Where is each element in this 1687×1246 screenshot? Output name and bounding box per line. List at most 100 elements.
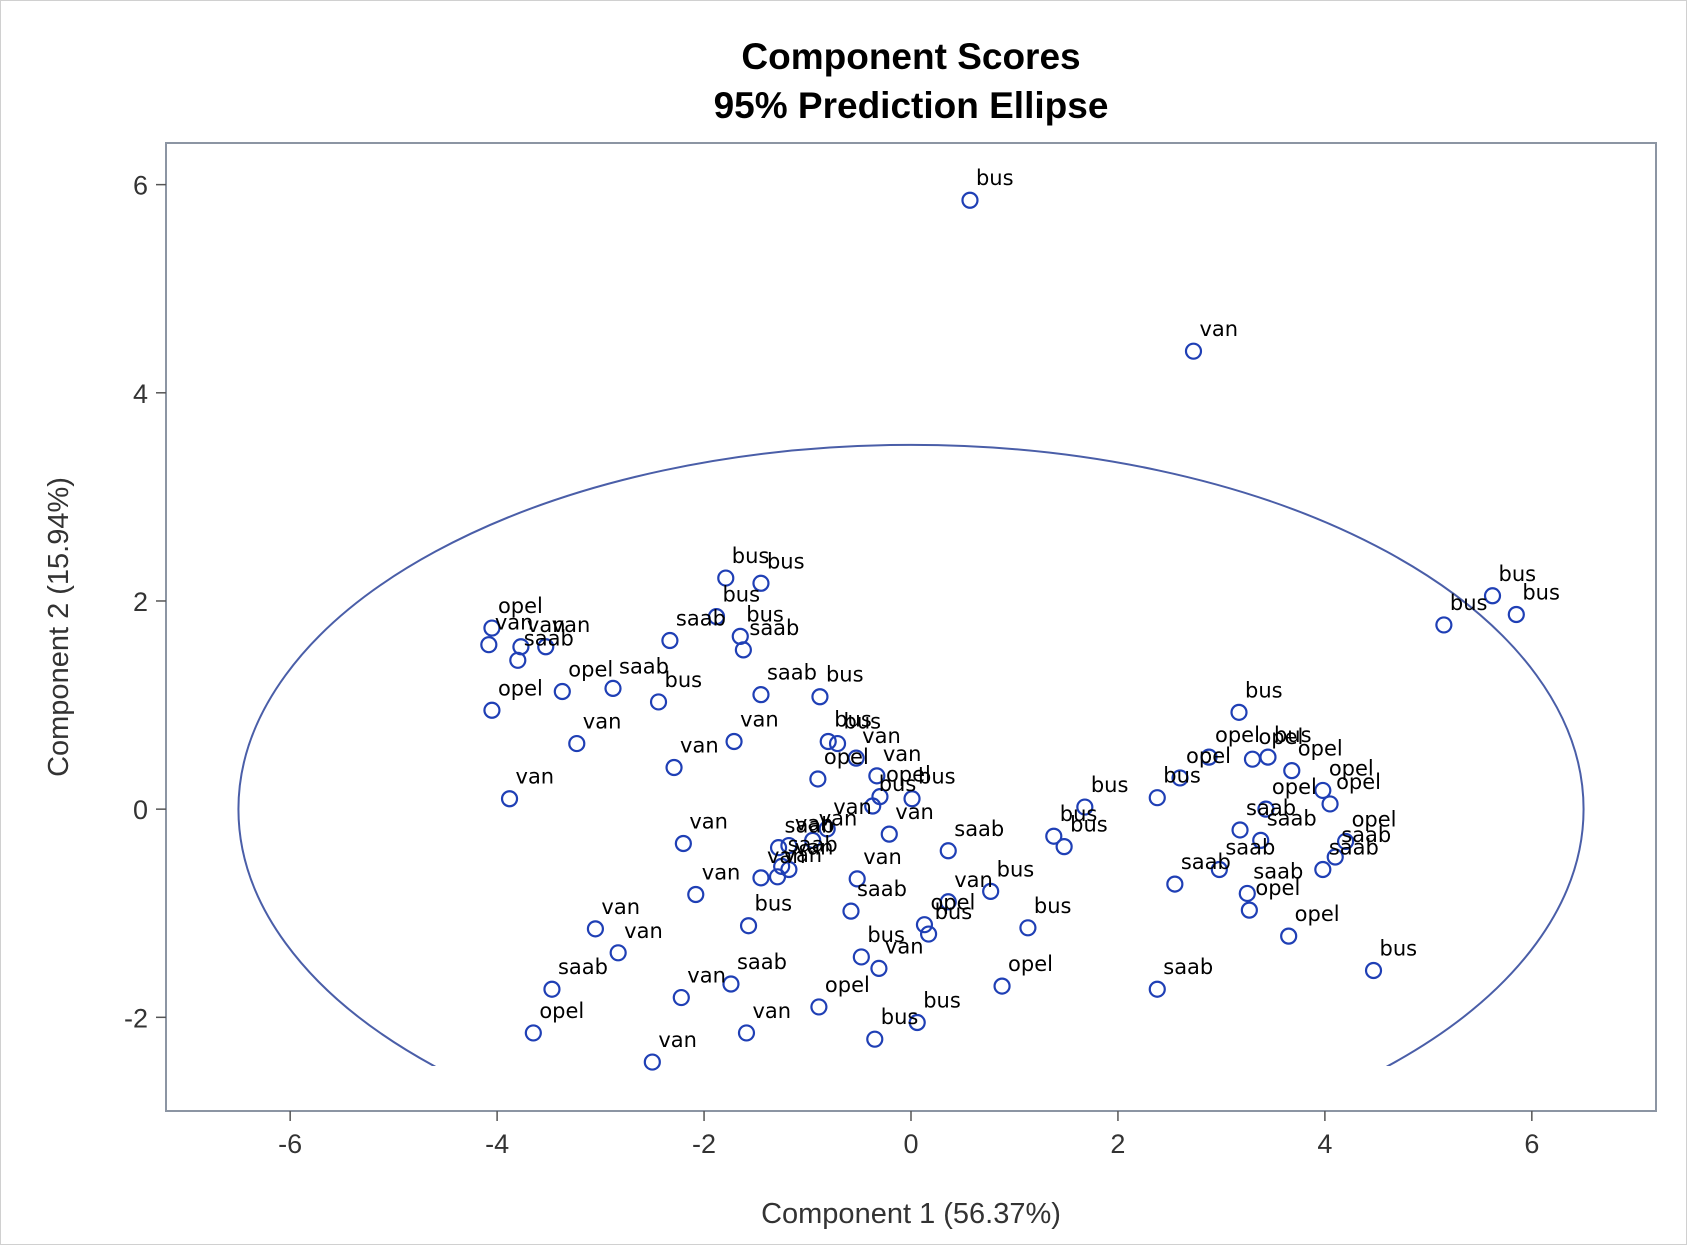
point-label: opel [498, 594, 543, 618]
point-label: opel [1352, 807, 1397, 831]
point-label: opel [1298, 737, 1343, 761]
x-tick-label: -2 [692, 1129, 716, 1159]
data-point [1148, 980, 1166, 998]
data-point [848, 870, 866, 888]
point-label: saab [857, 877, 907, 901]
point-label: van [680, 734, 719, 758]
data-point [480, 636, 498, 654]
point-label: van [795, 812, 834, 836]
point-label: van [552, 613, 591, 637]
y-tick-label: -2 [124, 1003, 148, 1033]
point-label: opel [825, 973, 870, 997]
point-label: van [767, 844, 806, 868]
point-label: bus [1499, 562, 1537, 586]
y-tick-label: 6 [133, 171, 148, 201]
point-label: saab [1267, 806, 1317, 830]
data-point [847, 749, 865, 767]
point-label: van [795, 836, 834, 860]
point-label: bus [997, 857, 1035, 881]
axes: -6 -4 -2 0 2 4 6 -2 0 2 4 6 [124, 171, 1539, 1159]
point-label: opel [1186, 744, 1231, 768]
point-label: saab [1253, 859, 1303, 883]
point-label: bus [867, 923, 905, 947]
data-point [1507, 605, 1525, 624]
data-point [509, 651, 527, 669]
point-label: saab [785, 814, 835, 838]
data-point [768, 868, 787, 886]
y-axis-label: Component 2 (15.94%) [43, 477, 75, 777]
data-point [919, 925, 938, 943]
data-point [553, 682, 571, 701]
data-point [1280, 927, 1298, 945]
point-label: bus [918, 765, 956, 789]
point-label: van [740, 707, 779, 731]
data-point [524, 1024, 542, 1042]
point-label: opel [1008, 952, 1053, 976]
data-point [752, 686, 770, 704]
data-point [665, 758, 683, 777]
x-tick-label: -4 [485, 1129, 509, 1159]
point-label: van [954, 868, 993, 892]
point-label: bus [1163, 764, 1201, 788]
data-point [722, 975, 740, 993]
data-point [734, 641, 752, 659]
data-point [880, 825, 898, 843]
data-point [1238, 884, 1256, 903]
data-point [866, 1030, 884, 1048]
point-label: saab [749, 616, 799, 640]
data-point [1200, 748, 1218, 766]
point-label: saab [788, 832, 838, 856]
point-label: opel [1272, 775, 1317, 799]
data-point [842, 902, 860, 920]
point-label: bus [976, 166, 1014, 190]
point-label: bus [1522, 581, 1560, 605]
data-point [1252, 831, 1270, 849]
point-label: saab [1341, 823, 1391, 847]
x-tick-label: 4 [1317, 1129, 1332, 1159]
data-point [568, 734, 586, 753]
data-point [811, 688, 829, 706]
data-point [752, 869, 770, 887]
point-label: van [819, 806, 858, 830]
point-label: bus [935, 900, 973, 924]
point-label: saab [737, 950, 787, 974]
data-point [1321, 795, 1339, 813]
data-point [868, 767, 886, 785]
data-point [707, 607, 726, 626]
data-point [939, 842, 957, 860]
point-label: bus [1245, 678, 1283, 702]
point-label: opel [1255, 876, 1300, 900]
data-point [1184, 342, 1203, 360]
data-point [543, 980, 561, 998]
point-label: van [583, 710, 622, 734]
point-label: opel [1215, 723, 1260, 747]
data-point [780, 836, 798, 855]
data-point [604, 679, 622, 698]
data-point [1055, 838, 1073, 856]
data-point [674, 834, 692, 853]
point-label: bus [1380, 936, 1418, 960]
point-label: opel [1295, 902, 1340, 926]
data-point [739, 917, 758, 935]
data-point [609, 944, 627, 962]
data-point [864, 797, 882, 815]
data-point [586, 920, 605, 938]
point-label: saab [1163, 955, 1213, 979]
data-point [769, 839, 788, 857]
point-label: van [495, 611, 534, 635]
point-label: saab [1225, 836, 1275, 860]
point-label: bus [1034, 894, 1072, 918]
x-tick-label: 6 [1524, 1129, 1539, 1159]
point-label: saab [619, 654, 669, 678]
data-point [1435, 616, 1453, 634]
data-point [687, 885, 705, 904]
point-label: bus [746, 602, 784, 626]
data-point [809, 770, 827, 788]
point-label: bus [881, 1005, 919, 1029]
data-point [500, 790, 519, 808]
point-label: van [516, 765, 555, 789]
data-point [1259, 748, 1277, 766]
x-tick-label: 0 [903, 1129, 918, 1159]
point-label: bus [732, 544, 770, 568]
point-label: bus [665, 668, 703, 692]
